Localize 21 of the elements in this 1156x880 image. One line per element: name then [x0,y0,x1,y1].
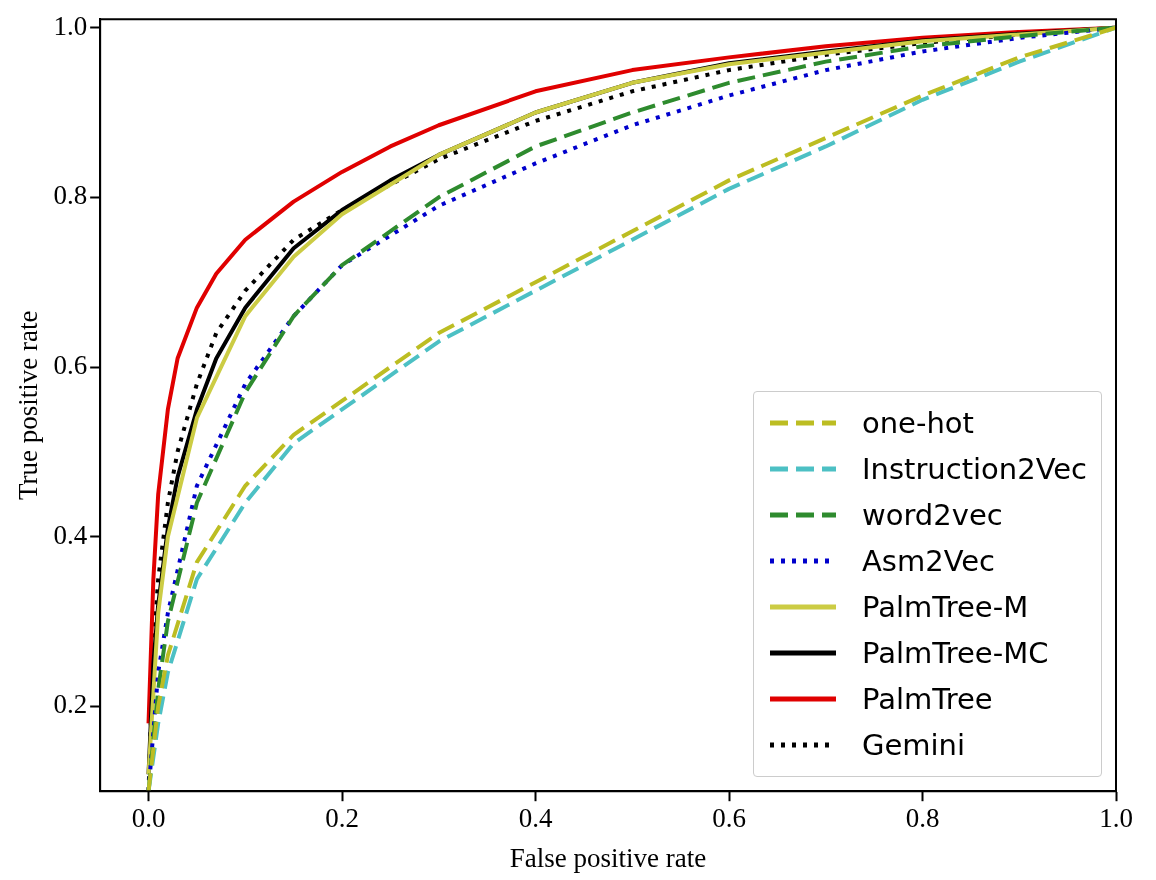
y-tick-label: 1.0 [53,10,88,41]
x-tick-label: 0.8 [905,803,940,834]
y-tick-label: 0.6 [53,350,88,381]
legend-label: PalmTree-MC [862,636,1049,671]
y-tick-label: 0.4 [53,519,88,550]
legend-label: Instruction2Vec [862,452,1088,487]
legend-label: word2vec [862,498,1003,533]
legend-label: Gemini [862,728,966,763]
legend-label: PalmTree [862,682,993,717]
x-axis-title: False positive rate [509,842,707,873]
legend-label: PalmTree-M [862,590,1029,625]
x-tick-label: 0.4 [518,803,553,834]
y-tick-label: 0.2 [53,689,88,720]
legend-label: Asm2Vec [862,544,996,579]
x-tick-label: 0.2 [325,803,359,834]
x-tick-label: 1.0 [1099,803,1133,834]
x-tick-label: 0.0 [131,803,166,834]
x-tick-label: 0.6 [712,803,746,834]
y-axis-title: True positive rate [13,310,44,500]
y-tick-label: 0.8 [53,180,88,211]
legend-label: one-hot [862,406,974,441]
